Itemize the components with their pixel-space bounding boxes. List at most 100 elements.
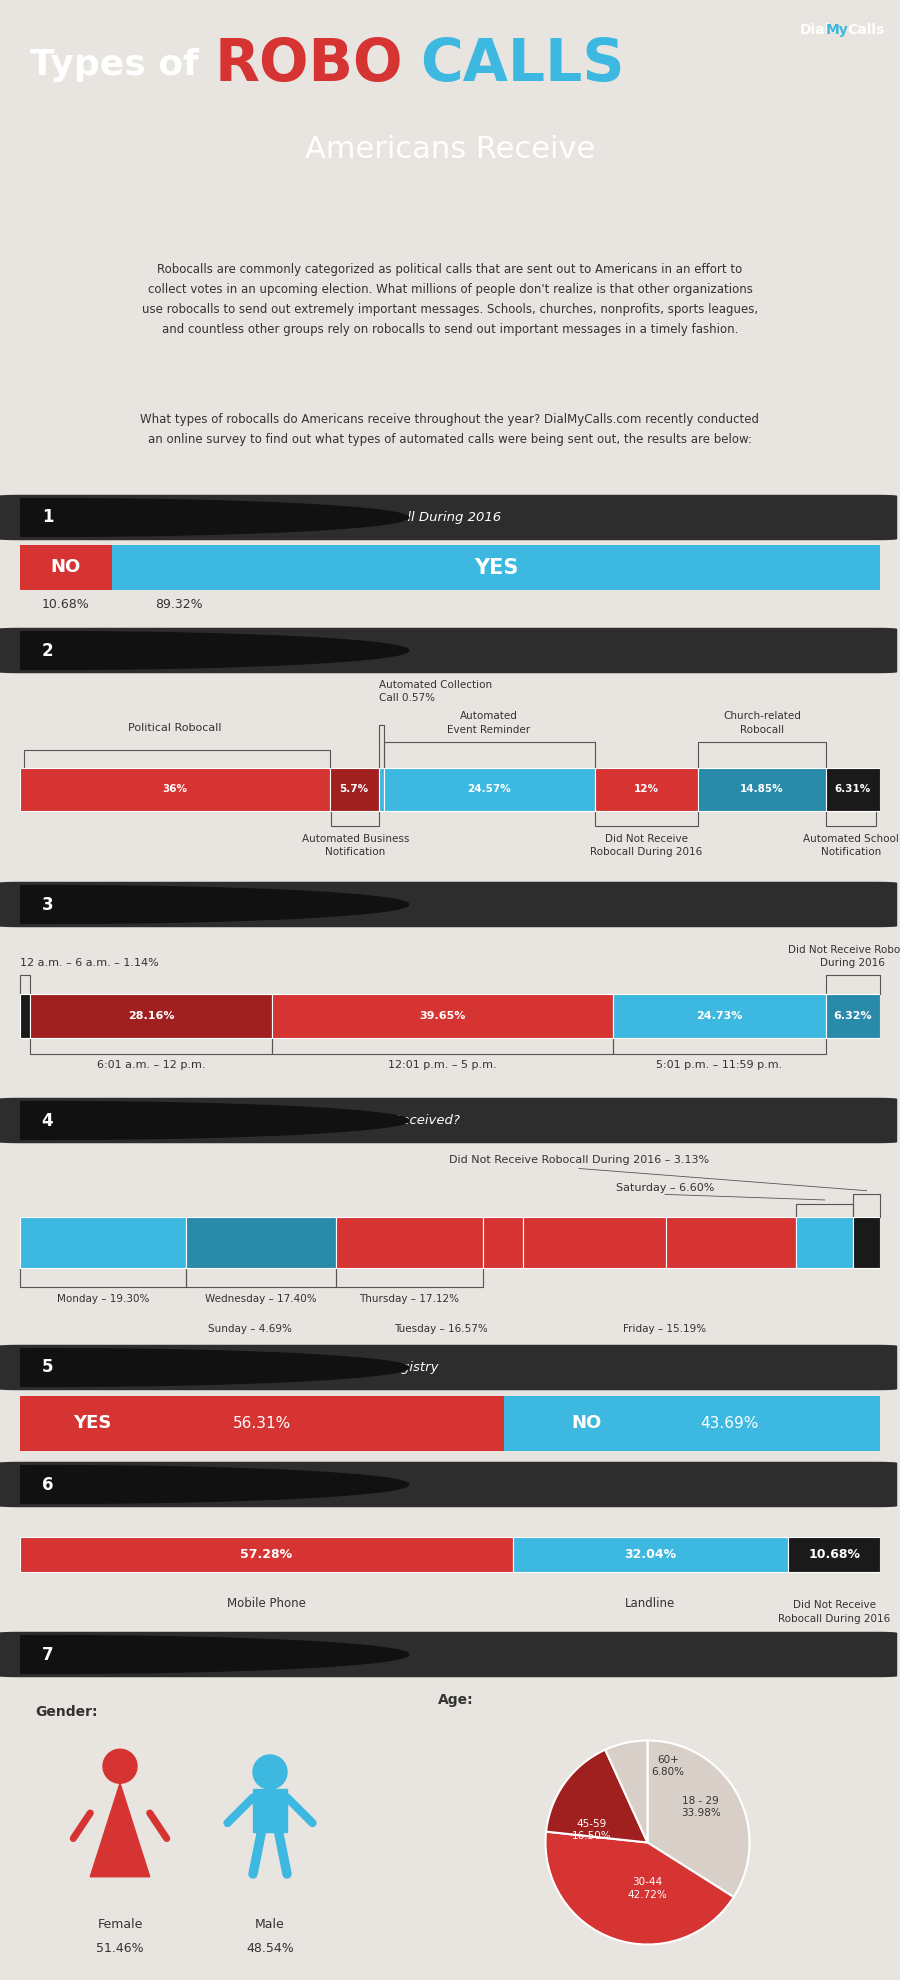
Circle shape: [0, 632, 409, 669]
Text: Gender:: Gender:: [35, 1705, 97, 1719]
Text: Landline: Landline: [626, 1596, 676, 1610]
Text: Tuesday – 16.57%: Tuesday – 16.57%: [394, 1325, 489, 1335]
Text: 6.32%: 6.32%: [833, 1010, 872, 1022]
Text: Thursday – 17.12%: Thursday – 17.12%: [359, 1295, 459, 1305]
Bar: [112, 544, 880, 590]
Bar: [483, 1216, 523, 1269]
Text: What Day of The Week Are The Most Robocalls Received?: What Day of The Week Are The Most Roboca…: [76, 1115, 460, 1127]
Text: 1: 1: [41, 509, 53, 527]
Bar: [20, 1536, 513, 1572]
Bar: [20, 1216, 186, 1269]
Bar: [253, 1790, 287, 1832]
Text: 14.85%: 14.85%: [740, 784, 784, 794]
Text: 24.57%: 24.57%: [467, 784, 511, 794]
Bar: [513, 1536, 788, 1572]
Text: My: My: [826, 24, 849, 38]
Text: Political Robocall: Political Robocall: [128, 723, 221, 733]
Text: Church-related
Robocall: Church-related Robocall: [723, 711, 801, 735]
Wedge shape: [605, 1740, 647, 1843]
Text: Type of Phone Americans Received Robocalls On: Type of Phone Americans Received Robocal…: [76, 1477, 400, 1491]
Text: 32.04%: 32.04%: [625, 1548, 677, 1562]
Text: 4: 4: [41, 1111, 53, 1129]
Polygon shape: [90, 1784, 149, 1877]
Text: 10.68%: 10.68%: [808, 1548, 860, 1562]
Text: 45-59
16.50%: 45-59 16.50%: [572, 1820, 611, 1841]
FancyBboxPatch shape: [0, 1344, 897, 1390]
Text: 28.16%: 28.16%: [128, 1010, 174, 1022]
Text: Types of Robocalls Americans Receive: Types of Robocalls Americans Receive: [76, 644, 329, 657]
FancyBboxPatch shape: [0, 1097, 897, 1142]
Text: 12:01 p.m. – 5 p.m.: 12:01 p.m. – 5 p.m.: [388, 1059, 497, 1069]
Text: Friday – 15.19%: Friday – 15.19%: [624, 1325, 706, 1335]
Text: Wednesday – 17.40%: Wednesday – 17.40%: [205, 1295, 317, 1305]
Text: 6:01 a.m. – 12 p.m.: 6:01 a.m. – 12 p.m.: [96, 1059, 205, 1069]
Text: Americans Receive: Americans Receive: [305, 135, 595, 164]
Bar: [20, 544, 112, 590]
Bar: [20, 768, 329, 810]
Text: 89.32%: 89.32%: [155, 598, 202, 610]
Bar: [379, 768, 383, 810]
Text: 6.31%: 6.31%: [834, 784, 871, 794]
Circle shape: [0, 1635, 409, 1673]
Text: 10.68%: 10.68%: [42, 598, 90, 610]
Text: 24.73%: 24.73%: [696, 1010, 742, 1022]
Bar: [186, 1216, 336, 1269]
Bar: [504, 1396, 880, 1451]
Text: 43.69%: 43.69%: [700, 1416, 759, 1432]
Text: 5: 5: [41, 1358, 53, 1376]
Text: 2: 2: [41, 642, 53, 659]
Wedge shape: [647, 1740, 750, 1897]
Text: CALLS: CALLS: [420, 36, 625, 93]
Bar: [336, 1216, 483, 1269]
Text: Did Not Receive Robocall During 2016 – 3.13%: Did Not Receive Robocall During 2016 – 3…: [449, 1154, 709, 1164]
Text: 7: 7: [41, 1645, 53, 1663]
Bar: [383, 768, 595, 810]
Bar: [20, 1396, 504, 1451]
Text: 57.28%: 57.28%: [240, 1548, 292, 1562]
Text: Female: Female: [97, 1919, 143, 1932]
Text: Percentage of Americans That Received a Robocall During 2016: Percentage of Americans That Received a …: [76, 511, 501, 525]
FancyBboxPatch shape: [0, 1461, 897, 1507]
Text: 56.31%: 56.31%: [233, 1416, 292, 1432]
Text: 6: 6: [41, 1475, 53, 1493]
Text: 12 a.m. – 6 a.m. – 1.14%: 12 a.m. – 6 a.m. – 1.14%: [20, 958, 158, 968]
FancyBboxPatch shape: [0, 1632, 897, 1677]
Circle shape: [253, 1754, 287, 1790]
Circle shape: [103, 1748, 137, 1784]
Text: YES: YES: [74, 1414, 112, 1432]
Bar: [20, 994, 30, 1038]
Text: Mobile Phone: Mobile Phone: [227, 1596, 306, 1610]
Bar: [666, 1216, 796, 1269]
Text: Dial: Dial: [800, 24, 830, 38]
Text: Automated
Event Reminder: Automated Event Reminder: [447, 711, 530, 735]
Bar: [272, 994, 613, 1038]
Circle shape: [0, 1101, 409, 1138]
Circle shape: [0, 499, 409, 537]
Text: Automated Business
Notification: Automated Business Notification: [302, 834, 410, 857]
Text: ROBO: ROBO: [215, 36, 403, 93]
Bar: [595, 768, 698, 810]
Text: Types of: Types of: [30, 48, 199, 81]
Bar: [825, 768, 880, 810]
Text: Saturday – 6.60%: Saturday – 6.60%: [616, 1182, 715, 1192]
Text: 51.46%: 51.46%: [96, 1942, 144, 1954]
Text: NO: NO: [50, 558, 81, 576]
Text: What types of robocalls do Americans receive throughout the year? DialMyCalls.co: What types of robocalls do Americans rec…: [140, 414, 760, 447]
Bar: [698, 768, 825, 810]
Text: Calls: Calls: [847, 24, 884, 38]
Text: 18 - 29
33.98%: 18 - 29 33.98%: [680, 1796, 720, 1818]
Text: Sunday – 4.69%: Sunday – 4.69%: [208, 1325, 292, 1335]
Circle shape: [0, 885, 409, 923]
Text: Automated School
Notification: Automated School Notification: [803, 834, 899, 857]
FancyBboxPatch shape: [0, 881, 897, 927]
Circle shape: [0, 1465, 409, 1503]
Bar: [825, 994, 880, 1038]
Bar: [30, 994, 272, 1038]
FancyBboxPatch shape: [0, 628, 897, 673]
FancyBboxPatch shape: [0, 495, 897, 541]
Bar: [329, 768, 379, 810]
Text: Automated Collection
Call 0.57%: Automated Collection Call 0.57%: [380, 681, 492, 703]
Bar: [613, 994, 825, 1038]
Text: What Time Do Americans Receive Robocalls?: What Time Do Americans Receive Robocalls…: [76, 899, 376, 911]
Text: Did Not Receive
Robocall During 2016: Did Not Receive Robocall During 2016: [590, 834, 703, 857]
